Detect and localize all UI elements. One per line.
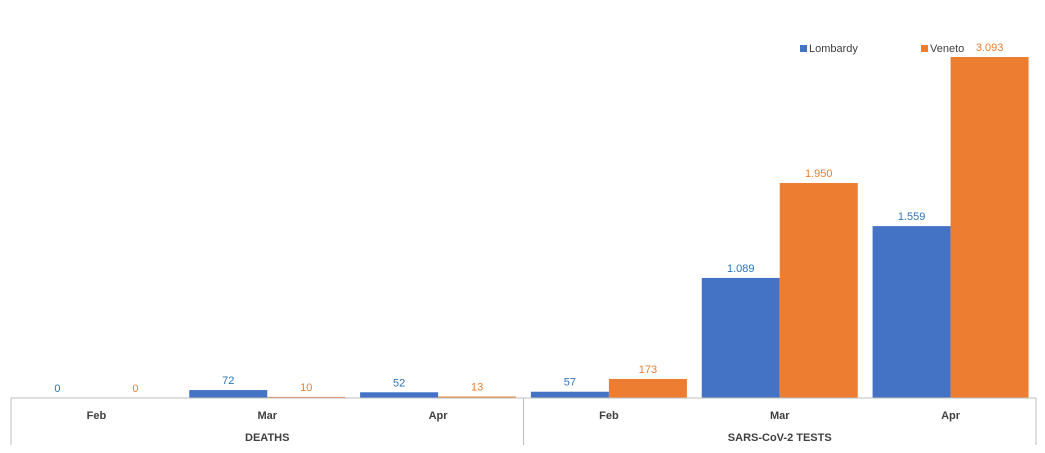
tick-label-5: Apr (941, 410, 961, 422)
tick-label-1: Mar (257, 410, 277, 422)
legend-label-veneto: Veneto (930, 43, 964, 55)
bar-lombardy-3 (530, 391, 609, 398)
category-axis: Feb Mar Apr Feb Mar Apr DEATHS SARS-CoV-2 TESTS (10, 397, 1037, 445)
data-label-veneto-0: 0 (132, 383, 138, 395)
data-labels: 0 0 72 10 52 13 57 173 1.089 1.950 1.559 3.093 (54, 42, 1003, 395)
tick-label-0: Feb (87, 410, 107, 422)
bar-veneto-4 (779, 183, 858, 398)
tick-label-2: Apr (429, 410, 449, 422)
bars (189, 57, 1029, 398)
bar-veneto-2 (438, 396, 517, 398)
data-label-veneto-2: 13 (471, 382, 483, 394)
data-label-lombardy-4: 1.089 (727, 263, 755, 275)
data-label-veneto-1: 10 (300, 382, 312, 394)
legend-swatch-lombardy (800, 45, 807, 52)
group-label-1: SARS-CoV-2 TESTS (728, 432, 832, 444)
data-label-lombardy-0: 0 (54, 383, 60, 395)
tick-label-3: Feb (599, 410, 619, 422)
legend: Lombardy Veneto (800, 43, 964, 55)
data-label-veneto-4: 1.950 (805, 168, 833, 180)
bar-lombardy-1 (189, 390, 268, 398)
legend-swatch-veneto (921, 45, 928, 52)
data-label-lombardy-1: 72 (222, 375, 234, 387)
data-label-lombardy-5: 1.559 (898, 211, 926, 223)
data-label-veneto-5: 3.093 (976, 42, 1004, 54)
tick-label-4: Mar (770, 410, 790, 422)
legend-label-lombardy: Lombardy (809, 43, 858, 55)
bar-veneto-1 (267, 396, 346, 398)
bar-veneto-3 (608, 378, 687, 398)
bar-lombardy-4 (701, 277, 780, 398)
bar-lombardy-2 (360, 392, 439, 398)
group-label-0: DEATHS (245, 432, 289, 444)
bar-veneto-5 (950, 57, 1029, 398)
data-label-veneto-3: 173 (639, 364, 657, 376)
data-label-lombardy-2: 52 (393, 377, 405, 389)
data-label-lombardy-3: 57 (564, 377, 576, 389)
bar-lombardy-5 (872, 226, 951, 398)
